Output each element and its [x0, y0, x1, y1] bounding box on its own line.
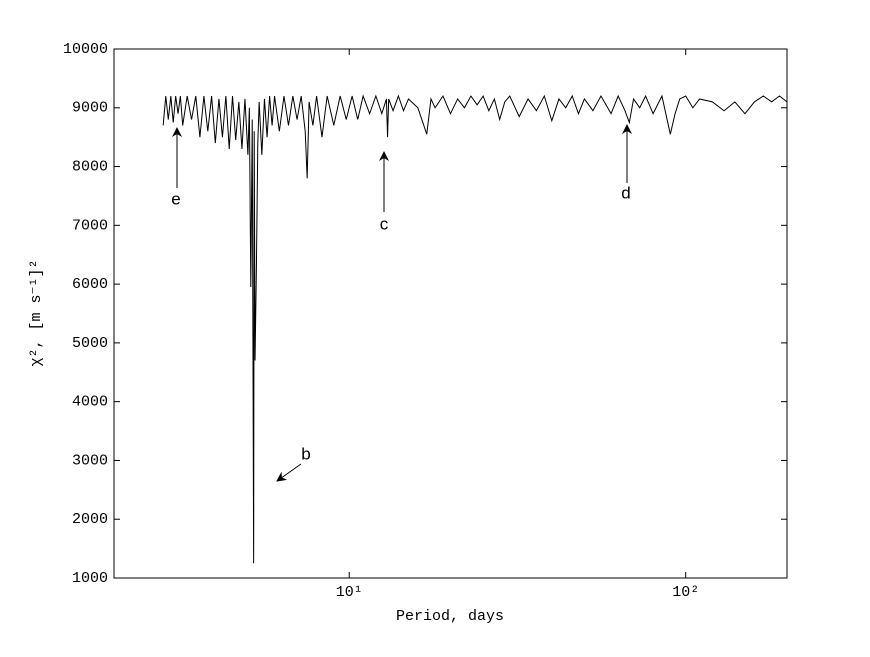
y-tick-label: 8000 [72, 159, 108, 176]
data-line [162, 94, 788, 564]
y-tick-label: 1000 [72, 570, 108, 587]
y-tick-label: 7000 [72, 217, 108, 234]
y-tick-label: 6000 [72, 276, 108, 293]
y-tick-label: 10000 [63, 41, 108, 58]
x-axis-label: Period, days [396, 608, 504, 625]
y-tick-label: 9000 [72, 100, 108, 117]
y-axis-label: χ², [m s⁻¹]² [28, 260, 45, 367]
annotation: b [301, 444, 310, 463]
annotation: c [380, 214, 389, 233]
x-tick-label: 10¹ [336, 584, 363, 601]
y-tick-label: 2000 [72, 511, 108, 528]
y-tick-label: 3000 [72, 452, 108, 469]
annotation: e [171, 189, 180, 208]
x-tick-label: 10² [672, 584, 699, 601]
y-tick-label: 4000 [72, 394, 108, 411]
annotation: d [621, 183, 630, 202]
y-tick-label: 5000 [72, 335, 108, 352]
plot-frame [113, 48, 788, 579]
arrow [276, 463, 302, 482]
annotation-arrows [172, 124, 632, 482]
